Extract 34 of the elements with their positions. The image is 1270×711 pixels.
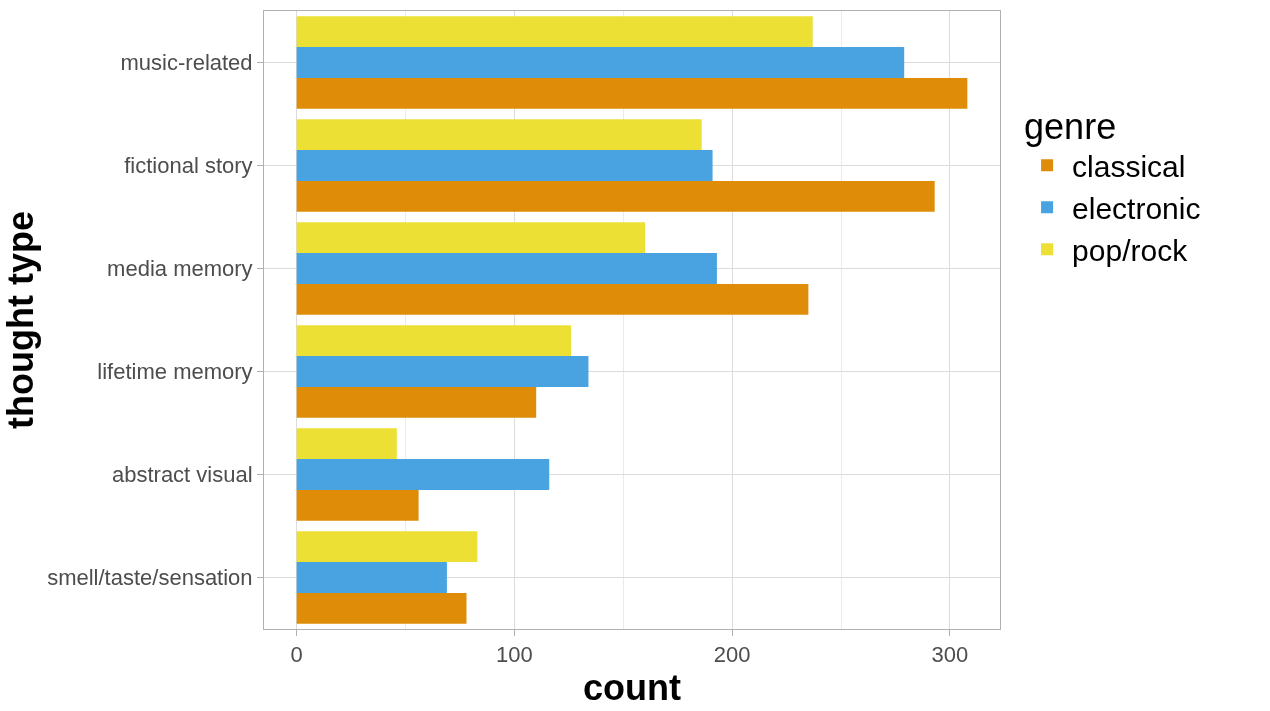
bar xyxy=(296,77,968,109)
bar xyxy=(296,119,702,151)
bar xyxy=(296,428,397,460)
y-tick-label: lifetime memory xyxy=(97,359,253,385)
bar xyxy=(296,459,550,490)
y-tick-label: fictional story xyxy=(124,153,253,179)
bar xyxy=(296,592,467,624)
legend-label: classical xyxy=(1072,150,1186,184)
y-tick-label: abstract visual xyxy=(111,462,253,488)
legend-label: electronic xyxy=(1072,192,1201,226)
x-tick-label: 0 xyxy=(290,642,303,668)
bar xyxy=(296,253,717,284)
x-tick-label: 300 xyxy=(931,642,969,668)
bar xyxy=(296,356,589,387)
legend-title: genre xyxy=(1024,106,1117,148)
bar xyxy=(296,531,478,563)
bar xyxy=(296,180,935,212)
bar xyxy=(296,562,447,593)
bar xyxy=(296,283,809,315)
x-tick-label: 100 xyxy=(496,642,533,668)
legend-label: pop/rock xyxy=(1072,234,1189,268)
bar xyxy=(296,47,905,78)
x-tick-label: 200 xyxy=(713,642,751,668)
x-axis-title: count xyxy=(583,667,681,709)
bar xyxy=(296,150,713,181)
y-tick-label: media memory xyxy=(107,256,253,282)
bar xyxy=(296,16,813,48)
bar xyxy=(296,386,537,418)
y-tick-label: music-related xyxy=(120,50,253,76)
y-axis-title: thought type xyxy=(0,211,41,429)
bar xyxy=(296,222,646,254)
y-tick-label: smell/taste/sensation xyxy=(47,565,253,591)
bar xyxy=(296,325,572,357)
bar xyxy=(296,489,419,521)
